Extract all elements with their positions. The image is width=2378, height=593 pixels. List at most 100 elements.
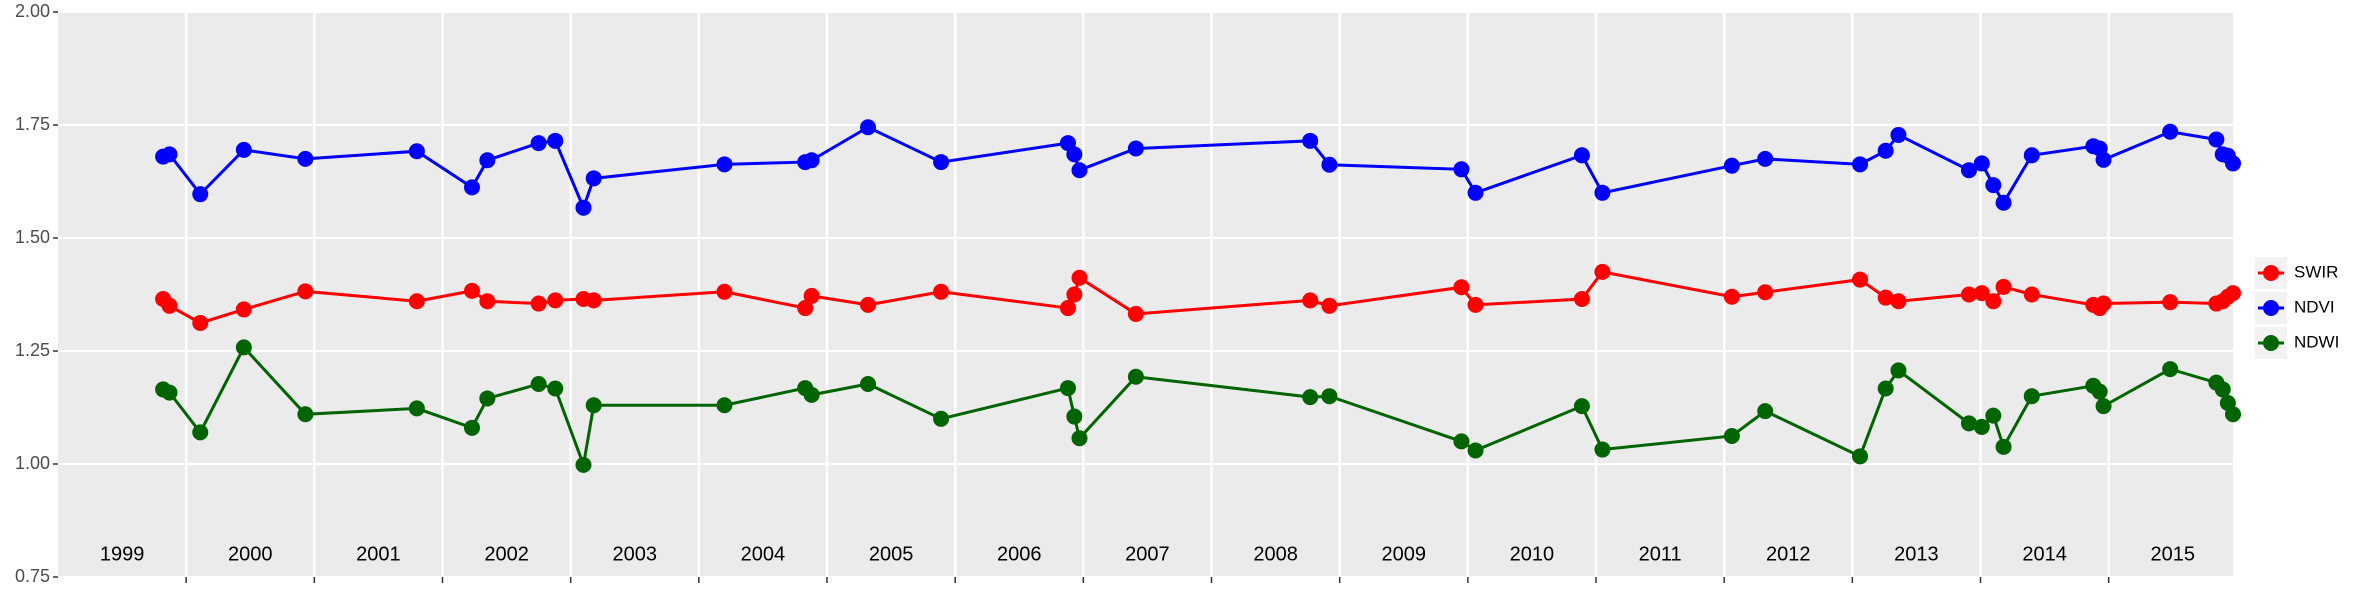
point — [1453, 161, 1470, 178]
legend-point — [2263, 300, 2279, 316]
point — [479, 390, 496, 407]
point — [2023, 147, 2040, 164]
point — [2095, 295, 2112, 312]
point — [933, 410, 950, 427]
point — [235, 141, 252, 158]
point — [1321, 297, 1338, 314]
point — [1302, 389, 1319, 406]
point — [1066, 146, 1083, 163]
point — [1723, 288, 1740, 305]
point — [1453, 433, 1470, 450]
point — [1852, 156, 1869, 173]
point — [1985, 407, 2002, 424]
point — [1127, 368, 1144, 385]
point — [1071, 269, 1088, 286]
point — [297, 150, 314, 167]
point — [1066, 286, 1083, 303]
point — [463, 179, 480, 196]
year-label: 2008 — [1253, 543, 1298, 565]
y-tick-label: 0.75 — [15, 566, 50, 586]
point — [161, 384, 178, 401]
year-label: 2000 — [228, 543, 273, 565]
point — [1852, 448, 1869, 465]
point — [161, 146, 178, 163]
point — [2095, 151, 2112, 168]
point — [575, 199, 592, 216]
point — [2023, 286, 2040, 303]
legend-label: NDVI — [2294, 297, 2335, 316]
y-tick-label: 1.50 — [15, 227, 50, 247]
point — [585, 397, 602, 414]
point — [1066, 408, 1083, 425]
legend-point — [2263, 335, 2279, 351]
point — [716, 283, 733, 300]
point — [1127, 140, 1144, 157]
point — [1573, 147, 1590, 164]
panel — [58, 12, 2233, 577]
point — [2162, 294, 2179, 311]
year-label: 2007 — [1125, 543, 1170, 565]
point — [1071, 430, 1088, 447]
point — [1573, 291, 1590, 308]
year-label: 1999 — [100, 543, 145, 565]
point — [192, 424, 209, 441]
point — [530, 135, 547, 152]
year-label: 2009 — [1382, 543, 1427, 565]
point — [1960, 415, 1977, 432]
point — [2023, 388, 2040, 405]
point — [235, 339, 252, 356]
point — [2095, 398, 2112, 415]
point — [1877, 142, 1894, 159]
y-tick-label: 1.75 — [15, 114, 50, 134]
point — [479, 152, 496, 169]
year-label: 2002 — [484, 543, 529, 565]
point — [2214, 381, 2231, 398]
point — [1995, 194, 2012, 211]
legend-label: NDWI — [2294, 332, 2339, 351]
point — [547, 292, 564, 309]
year-label: 2012 — [1766, 543, 1811, 565]
point — [1960, 286, 1977, 303]
point — [235, 301, 252, 318]
point — [1877, 289, 1894, 306]
point — [1059, 300, 1076, 317]
point — [547, 132, 564, 149]
point — [530, 295, 547, 312]
year-label: 2004 — [741, 543, 786, 565]
point — [1960, 162, 1977, 179]
point — [1757, 284, 1774, 301]
point — [1877, 380, 1894, 397]
point — [585, 170, 602, 187]
point — [463, 419, 480, 436]
point — [530, 375, 547, 392]
point — [1973, 285, 1990, 302]
point — [860, 296, 877, 313]
year-label: 2014 — [2022, 543, 2067, 565]
point — [161, 297, 178, 314]
legend-point — [2263, 265, 2279, 281]
legend-label: SWIR — [2294, 262, 2338, 281]
point — [1757, 403, 1774, 420]
point — [1127, 305, 1144, 322]
point — [1890, 126, 1907, 143]
point — [1467, 184, 1484, 201]
y-tick-label: 1.00 — [15, 453, 50, 473]
point — [1302, 132, 1319, 149]
point — [1995, 438, 2012, 455]
point — [1995, 278, 2012, 295]
point — [1321, 388, 1338, 405]
year-label: 2013 — [1894, 543, 1939, 565]
point — [1757, 150, 1774, 167]
point — [716, 397, 733, 414]
point — [1467, 442, 1484, 459]
year-label: 2006 — [997, 543, 1042, 565]
point — [933, 283, 950, 300]
year-label: 2005 — [869, 543, 914, 565]
point — [1852, 271, 1869, 288]
point — [1723, 157, 1740, 174]
point — [803, 152, 820, 169]
point — [1302, 292, 1319, 309]
point — [408, 400, 425, 417]
point — [1890, 293, 1907, 310]
